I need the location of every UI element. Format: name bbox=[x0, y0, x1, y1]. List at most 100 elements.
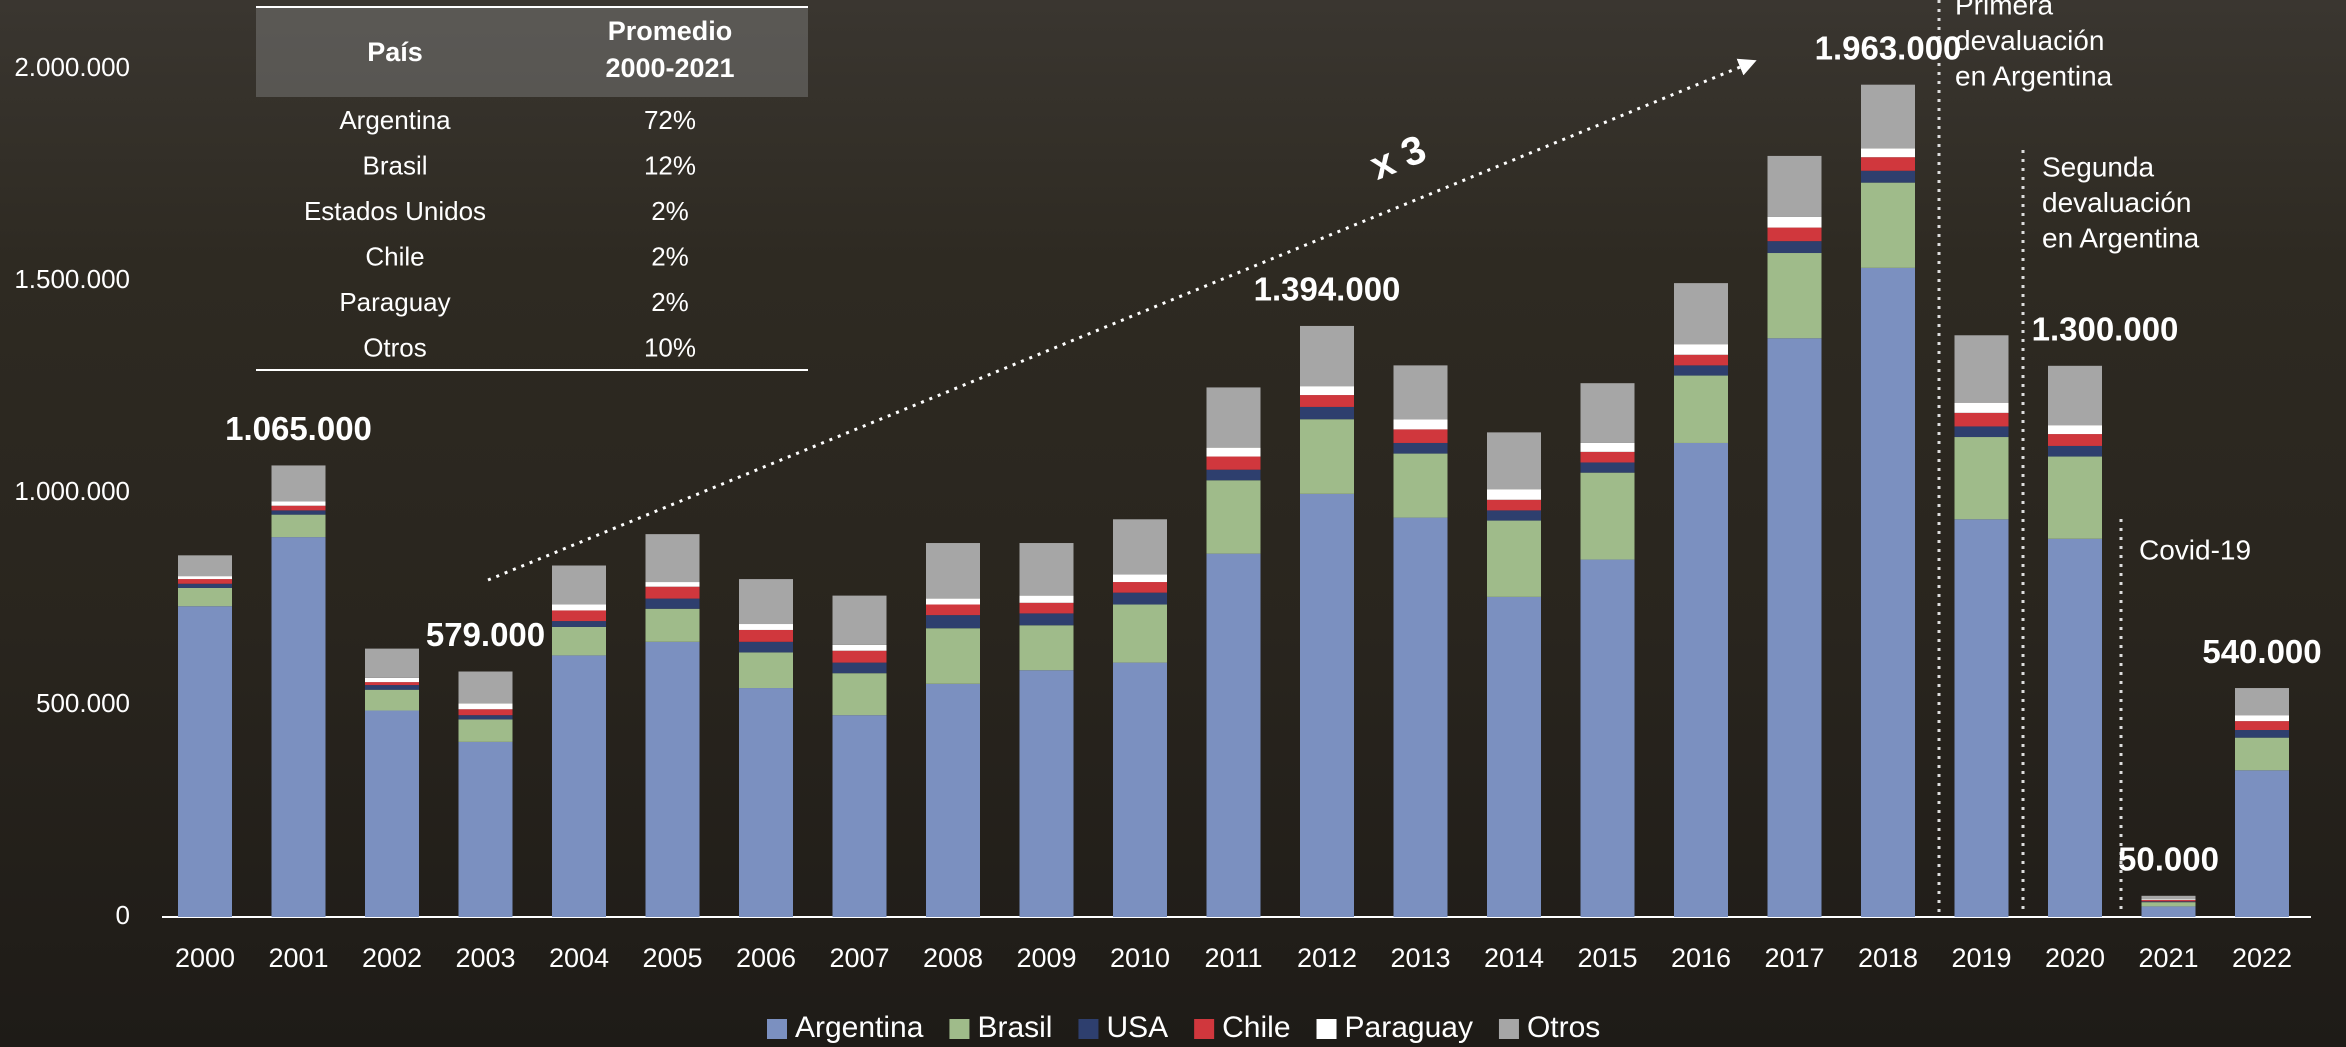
bar-segment bbox=[1206, 469, 1261, 481]
table-cell: 2% bbox=[651, 196, 689, 226]
table-cell: Paraguay bbox=[339, 287, 450, 317]
bar-segment bbox=[1206, 553, 1261, 917]
bar-segment bbox=[1019, 670, 1074, 917]
bar-segment bbox=[1393, 442, 1448, 454]
bar-segment bbox=[1767, 253, 1822, 339]
bar-segment bbox=[365, 689, 419, 711]
bar-segment bbox=[552, 610, 606, 622]
y-tick-label: 2.000.000 bbox=[14, 52, 130, 82]
bar-segment bbox=[1674, 354, 1728, 366]
bar-segment bbox=[1487, 510, 1541, 521]
x-tick-label: 2001 bbox=[268, 943, 328, 973]
bar-segment bbox=[271, 501, 326, 506]
bar-segment bbox=[926, 615, 980, 629]
bar-segment bbox=[2235, 730, 2289, 738]
bar-segment bbox=[1767, 227, 1822, 242]
total-label: 1.394.000 bbox=[1254, 271, 1401, 308]
legend-swatch bbox=[1078, 1019, 1099, 1039]
legend-label: Otros bbox=[1527, 1011, 1600, 1044]
bar-segment bbox=[645, 641, 700, 917]
x-tick-label: 2012 bbox=[1297, 943, 1357, 973]
bar-segment bbox=[739, 629, 793, 642]
bar-segment bbox=[552, 621, 606, 627]
bar-segment bbox=[178, 579, 232, 584]
bar-segment bbox=[1954, 519, 2009, 917]
bar-segment bbox=[1767, 241, 1822, 254]
bar-segment bbox=[271, 537, 326, 917]
x-tick-label: 2003 bbox=[455, 943, 515, 973]
legend-swatch bbox=[1498, 1019, 1519, 1039]
bar-segment bbox=[2141, 902, 2196, 907]
bar-segment bbox=[1487, 432, 1541, 490]
legend-swatch bbox=[1316, 1019, 1337, 1039]
annotation: Primera bbox=[1955, 0, 2053, 20]
bar-segment bbox=[2141, 899, 2196, 901]
annotation: Segunda bbox=[2042, 151, 2155, 182]
bar-segment bbox=[1300, 395, 1354, 407]
bar-segment bbox=[832, 662, 887, 674]
table-cell: Estados Unidos bbox=[304, 196, 486, 226]
total-label: 1.065.000 bbox=[225, 410, 372, 447]
bar-segment bbox=[645, 598, 700, 609]
bar-segment bbox=[1954, 402, 2009, 413]
bar-segment bbox=[1113, 574, 1167, 583]
bar-segment bbox=[1767, 338, 1822, 917]
bar-segment bbox=[1019, 543, 1074, 596]
bar-segment bbox=[458, 703, 513, 710]
bar-segment bbox=[1487, 489, 1541, 500]
bar-segment bbox=[1674, 283, 1728, 345]
y-tick-label: 1.500.000 bbox=[14, 264, 130, 294]
table-cell: 12% bbox=[644, 150, 696, 180]
annotation: devaluación bbox=[2042, 187, 2191, 218]
x-tick-label: 2022 bbox=[2232, 943, 2292, 973]
bar-segment bbox=[926, 628, 980, 684]
bar-segment bbox=[365, 682, 419, 686]
bar-segment bbox=[2048, 456, 2102, 539]
bar-segment bbox=[1300, 386, 1354, 396]
x-tick-label: 2010 bbox=[1110, 943, 1170, 973]
total-label: 540.000 bbox=[2202, 633, 2321, 670]
bar-segment bbox=[365, 710, 419, 917]
bar-segment bbox=[739, 624, 793, 630]
table-cell: Brasil bbox=[362, 150, 427, 180]
x-tick-label: 2018 bbox=[1858, 943, 1918, 973]
bar-segment bbox=[1861, 148, 1915, 158]
bar-segment bbox=[645, 582, 700, 587]
table-cell: Otros bbox=[363, 332, 427, 362]
annotation: en Argentina bbox=[1955, 60, 2113, 91]
bar-segment bbox=[1580, 451, 1635, 463]
bar-segment bbox=[1300, 325, 1354, 387]
legend-swatch bbox=[767, 1019, 787, 1039]
bar-segment bbox=[1393, 365, 1448, 420]
legend-swatch bbox=[1194, 1019, 1215, 1039]
bar-segment bbox=[2235, 688, 2289, 716]
bar-segment bbox=[2141, 901, 2196, 903]
bar-segment bbox=[552, 626, 606, 656]
bar-segment bbox=[1019, 595, 1074, 603]
bar-segment bbox=[645, 586, 700, 599]
x-tick-label: 2019 bbox=[1951, 943, 2011, 973]
bar-segment bbox=[1300, 493, 1354, 917]
bar-segment bbox=[271, 514, 326, 538]
x-tick-label: 2013 bbox=[1390, 943, 1450, 973]
bar-segment bbox=[1393, 517, 1448, 917]
bar-segment bbox=[739, 652, 793, 689]
bar-segment bbox=[1019, 602, 1074, 614]
bar-segment bbox=[926, 598, 980, 605]
bar-segment bbox=[832, 673, 887, 716]
bar-segment bbox=[552, 655, 606, 917]
bar-segment bbox=[458, 741, 513, 917]
x-tick-label: 2020 bbox=[2045, 943, 2105, 973]
bar-segment bbox=[1300, 419, 1354, 494]
bar-segment bbox=[365, 677, 419, 683]
bar-segment bbox=[2235, 715, 2289, 722]
bar-segment bbox=[1861, 267, 1915, 918]
x-tick-label: 2005 bbox=[642, 943, 702, 973]
bar-segment bbox=[1861, 84, 1915, 149]
bar-segment bbox=[1487, 499, 1541, 511]
bar-segment bbox=[1113, 604, 1167, 663]
bar-segment bbox=[832, 644, 887, 651]
bar-segment bbox=[739, 688, 793, 917]
bar-segment bbox=[926, 604, 980, 616]
